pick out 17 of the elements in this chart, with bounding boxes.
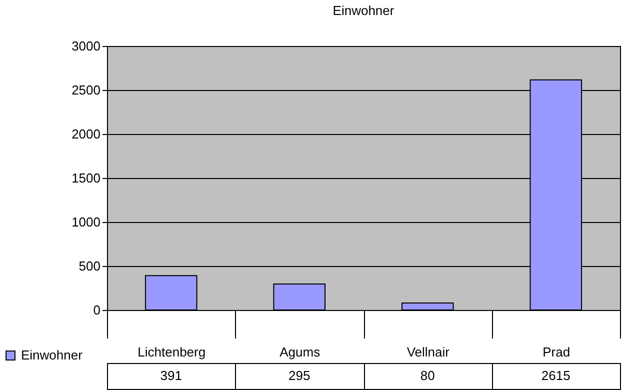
x-tick-label: Lichtenberg	[138, 344, 206, 360]
y-tick-label: 2500	[72, 82, 100, 98]
data-label: 80	[420, 368, 435, 383]
y-tick-label: 0	[93, 302, 100, 318]
data-label: 2615	[541, 368, 570, 383]
data-label: 391	[160, 368, 182, 383]
y-tick-label: 2000	[72, 126, 100, 142]
y-tick-label: 1000	[72, 214, 100, 230]
y-tick-label: 1500	[72, 170, 100, 186]
x-tick-label: Agums	[280, 344, 321, 360]
y-tick-label: 500	[78, 258, 100, 274]
data-label: 295	[288, 368, 310, 383]
y-tick-label: 3000	[72, 38, 100, 54]
x-tick-label: Prad	[542, 344, 570, 360]
chart-title: Einwohner	[332, 3, 395, 18]
x-tick-label: Vellnair	[406, 344, 450, 360]
legend-label: Einwohner	[21, 348, 84, 362]
